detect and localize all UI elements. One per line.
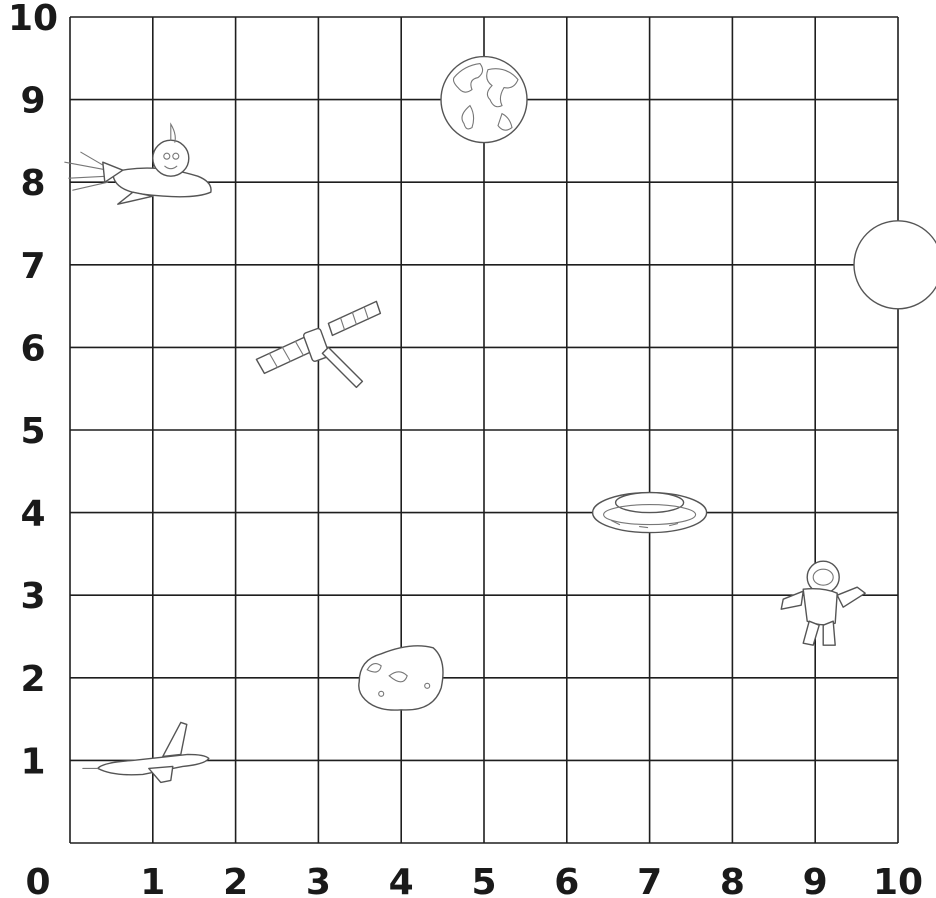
axis-labels: 0 1 2 3 4 5 6 7 8 9 10 1 2 3 4 5 6 7 8 9 10 — [8, 0, 923, 898]
x-tick-label: 4 — [389, 862, 414, 898]
earth-icon — [440, 55, 528, 144]
space-shuttle-icon — [82, 721, 210, 784]
y-tick-label: 9 — [20, 81, 45, 122]
x-tick-label: 2 — [223, 862, 248, 898]
x-tick-label: 1 — [140, 862, 165, 898]
y-tick-label: 5 — [20, 411, 45, 452]
x-tick-label: 3 — [306, 862, 331, 898]
astronaut-icon — [780, 560, 866, 646]
x-tick-label: 8 — [720, 862, 745, 898]
x-tick-label: 9 — [803, 862, 828, 898]
x-tick-label: 5 — [471, 862, 496, 898]
ufo-icon — [591, 491, 708, 534]
origin-label: 0 — [25, 862, 50, 898]
asteroid-icon — [358, 645, 444, 711]
rocket-with-alien-icon — [64, 122, 212, 205]
satellite-icon — [255, 300, 382, 389]
moon-icon — [853, 220, 936, 310]
y-tick-label: 8 — [20, 163, 45, 204]
y-tick-label: 3 — [20, 576, 45, 617]
y-tick-label: 7 — [20, 246, 45, 287]
space-objects — [64, 55, 936, 784]
x-tick-label: 6 — [554, 862, 579, 898]
grid-lines — [69, 16, 899, 844]
y-tick-label: 1 — [20, 741, 45, 782]
y-tick-label: 6 — [20, 328, 45, 369]
x-tick-label: 10 — [873, 862, 923, 898]
x-tick-label: 7 — [637, 862, 662, 898]
y-tick-label: 10 — [8, 0, 58, 39]
y-tick-label: 2 — [20, 659, 45, 700]
y-tick-label: 4 — [20, 494, 45, 535]
